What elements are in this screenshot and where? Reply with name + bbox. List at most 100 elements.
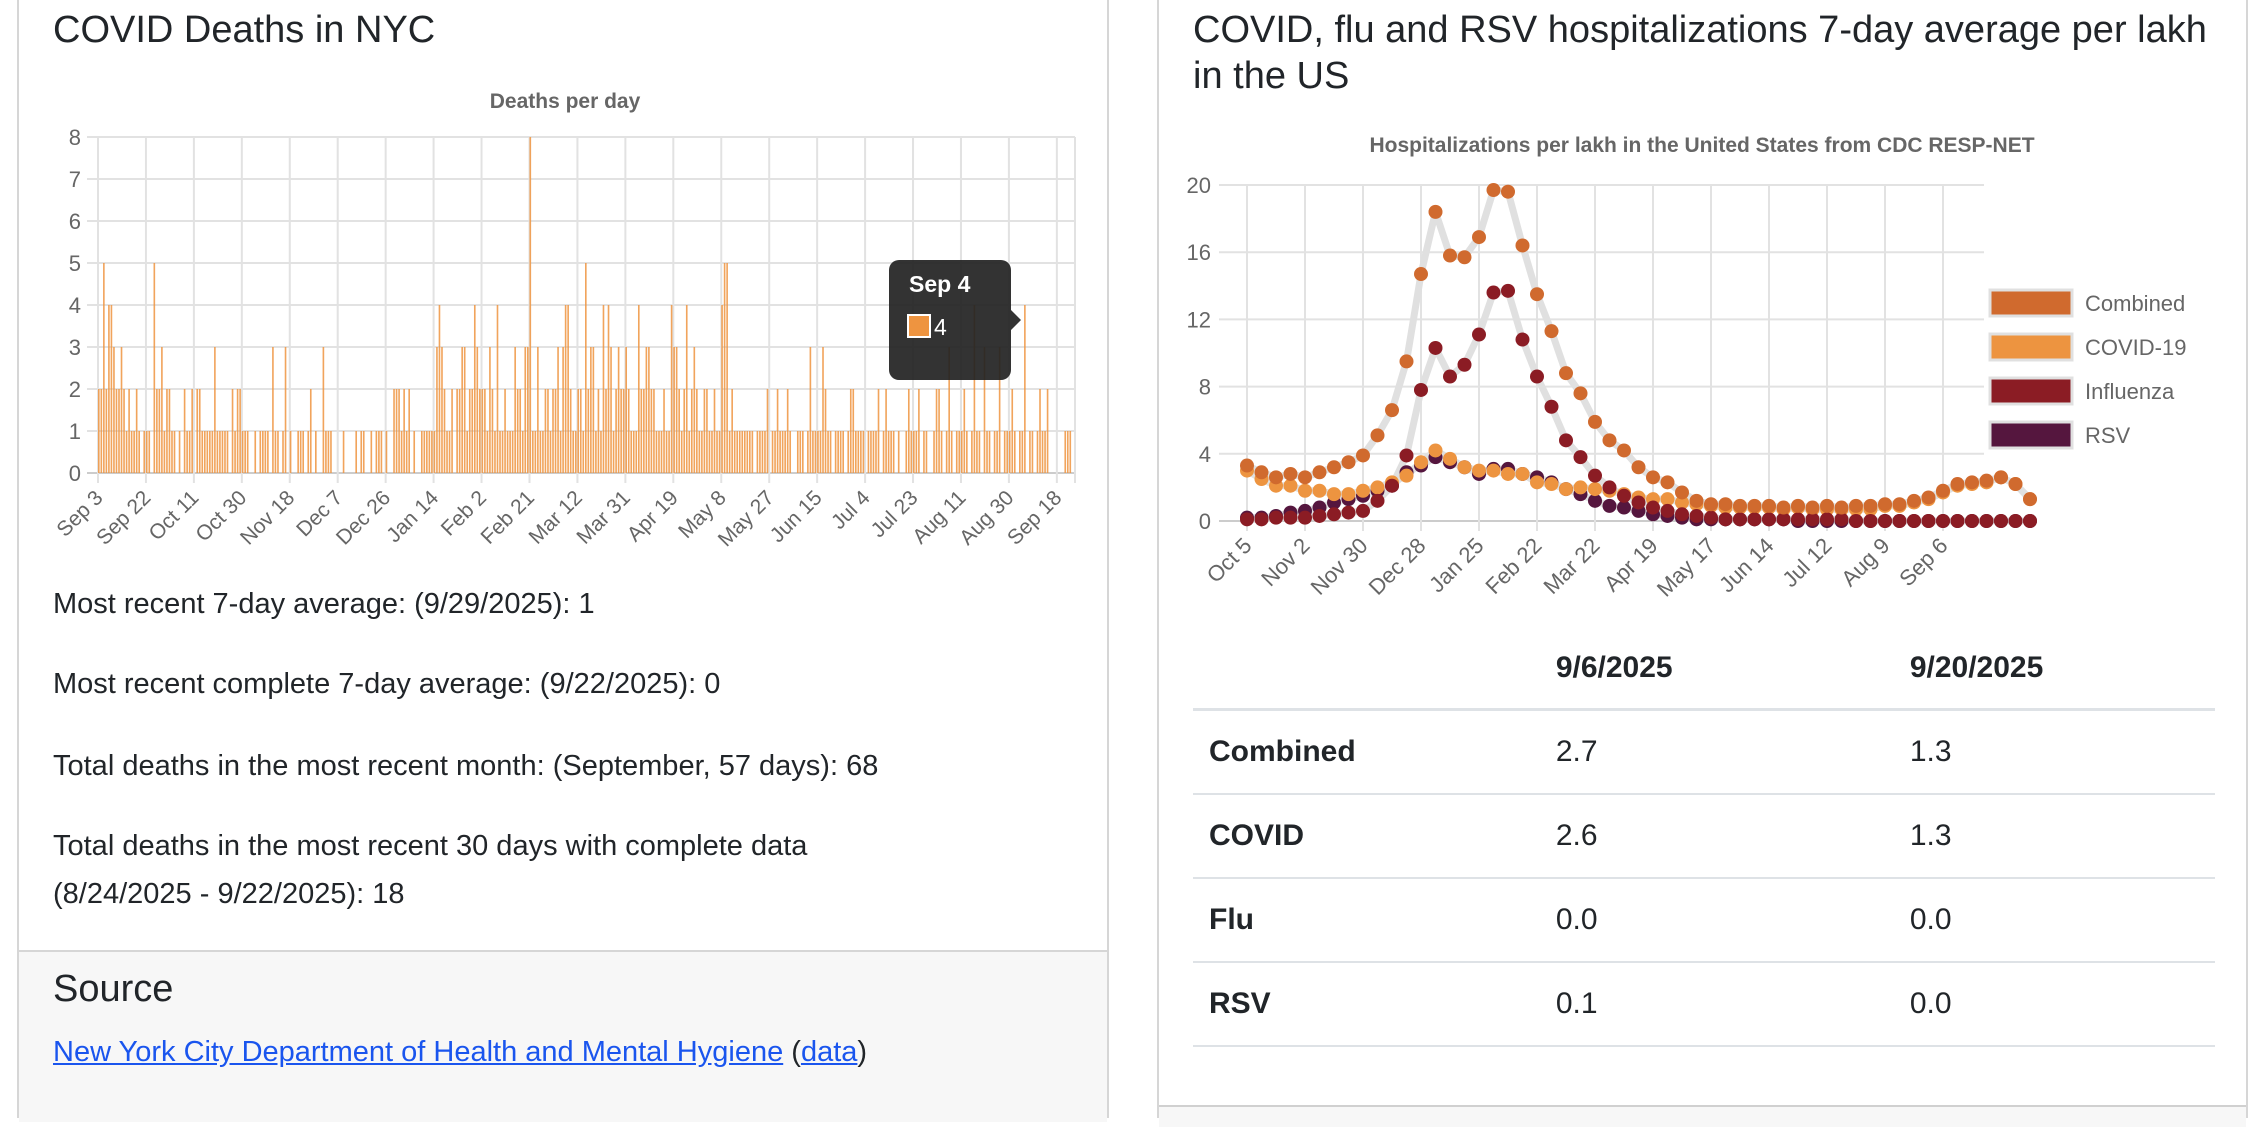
data-point-covid-19	[1341, 487, 1356, 502]
stat-complete-7day-average: Most recent complete 7-day average: (9/2…	[53, 668, 721, 700]
bar	[607, 305, 610, 473]
bar	[698, 431, 701, 473]
bar	[211, 431, 214, 473]
bar	[385, 431, 388, 473]
bar	[521, 431, 524, 473]
bar	[1008, 431, 1011, 473]
y-tick-label: 4	[1199, 442, 1211, 467]
data-point-combined	[1791, 498, 1805, 513]
bar	[660, 431, 663, 473]
data-point-influenza	[1544, 399, 1559, 414]
data-point-combined	[1878, 497, 1892, 512]
bar	[1031, 431, 1034, 473]
bar	[436, 347, 438, 473]
data-point-combined	[1341, 455, 1356, 470]
bar	[673, 347, 675, 473]
bar	[216, 431, 219, 473]
bar	[458, 389, 461, 473]
bar	[612, 431, 615, 473]
bar	[743, 431, 746, 473]
data-point-combined	[1834, 500, 1849, 515]
x-tick-label: Dec 26	[332, 486, 395, 548]
bar	[973, 305, 976, 473]
bar	[166, 389, 168, 473]
data-point-combined	[1544, 324, 1559, 339]
bar	[299, 431, 302, 473]
data-point-covid-19	[1283, 478, 1298, 493]
table-header-row: 9/6/2025 9/20/2025	[1193, 628, 2215, 711]
bar	[438, 305, 441, 473]
bar	[993, 431, 996, 473]
bar	[519, 389, 522, 473]
legend-swatch	[1988, 288, 2074, 318]
data-point-combined	[1762, 498, 1776, 513]
data-point-covid-19	[1370, 480, 1385, 495]
bar	[653, 389, 655, 473]
x-tick-label: Jan 14	[382, 486, 443, 547]
bar	[600, 431, 602, 473]
bar	[1036, 431, 1039, 473]
bar	[1003, 431, 1006, 473]
legend-swatch	[1988, 332, 2074, 362]
bar	[148, 431, 151, 473]
bar	[978, 431, 981, 473]
bar	[1021, 431, 1024, 473]
source-link[interactable]: New York City Department of Health and M…	[53, 1036, 784, 1068]
bar	[746, 431, 749, 473]
bar	[650, 389, 653, 473]
bar	[615, 389, 617, 473]
bar	[955, 431, 958, 473]
data-point-influenza	[1965, 514, 1979, 528]
bar	[516, 389, 519, 473]
bar	[325, 431, 327, 473]
hospitalizations-card: COVID, flu and RSV hospitalizations 7-da…	[1157, 0, 2248, 1127]
bar	[872, 431, 875, 473]
bar	[812, 431, 814, 473]
data-point-influenza	[1341, 505, 1356, 520]
bar	[1013, 431, 1016, 473]
bar	[696, 389, 698, 473]
data-point-combined	[1617, 443, 1631, 458]
bar	[557, 347, 559, 473]
covid-deaths-card: COVID Deaths in NYC Deaths per day 0 1 2 3 4…	[17, 0, 1109, 1122]
bar	[98, 389, 100, 473]
bar	[771, 431, 774, 473]
data-point-combined	[1573, 386, 1588, 401]
bar	[284, 347, 287, 473]
x-tick-label: Apr 19	[623, 486, 683, 546]
bar	[925, 431, 928, 473]
bar	[905, 431, 908, 473]
bar	[579, 389, 582, 473]
bar	[958, 431, 961, 473]
y-tick-label: 6	[69, 209, 81, 234]
bar	[423, 431, 426, 473]
x-tick-label: Nov 18	[236, 486, 299, 548]
bar	[466, 431, 469, 473]
data-point-combined	[1327, 460, 1341, 475]
data-point-combined	[1733, 498, 1747, 513]
bar	[809, 347, 812, 473]
data-point-combined	[1501, 184, 1515, 199]
bar	[670, 305, 673, 473]
data-point-influenza	[1414, 382, 1428, 397]
bar	[413, 431, 416, 473]
bar	[907, 389, 910, 473]
data-point-combined	[1385, 403, 1399, 418]
bar	[678, 389, 680, 473]
bar	[158, 389, 161, 473]
bar	[890, 431, 892, 473]
data-point-influenza	[1428, 340, 1443, 355]
hospitalizations-line-chart: Hospitalizations per lakh in the United …	[1187, 134, 2187, 602]
bar	[731, 389, 733, 473]
bar	[756, 431, 759, 473]
data-link[interactable]: data	[800, 1036, 858, 1068]
bar	[501, 431, 504, 473]
bar	[526, 347, 529, 473]
data-point-influenza	[1979, 514, 1994, 528]
data-point-combined	[1979, 473, 1994, 488]
data-point-influenza	[1617, 488, 1631, 503]
bar	[224, 431, 226, 473]
x-tick-label: Jun 15	[766, 486, 827, 547]
data-point-rsv	[1588, 493, 1602, 508]
bar	[605, 389, 607, 473]
